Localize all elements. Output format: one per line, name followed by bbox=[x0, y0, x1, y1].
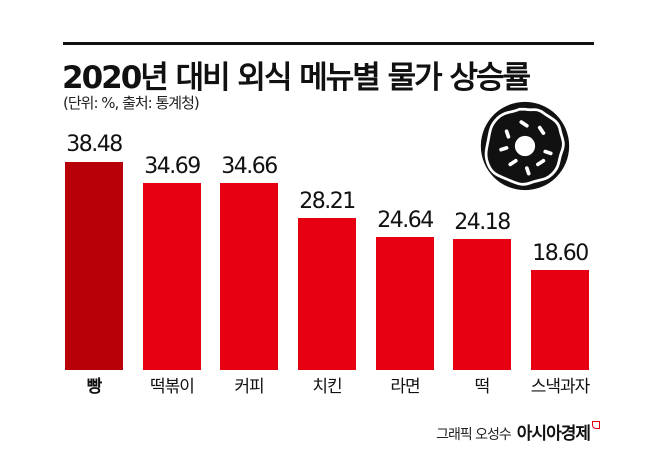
bar-tteok bbox=[453, 239, 511, 370]
donut-icon bbox=[480, 101, 570, 191]
category-label: 치킨 bbox=[312, 377, 342, 397]
category-label: 스낵과자 bbox=[530, 377, 591, 397]
value-label: 24.64 bbox=[377, 208, 434, 233]
value-label: 34.69 bbox=[144, 154, 201, 179]
value-label: 34.66 bbox=[221, 154, 278, 179]
category-label: 라면 bbox=[390, 377, 420, 397]
category-label: 떡볶이 bbox=[150, 377, 195, 397]
chart-subtitle: (단위: %, 출처: 통계청) bbox=[63, 94, 200, 112]
brand-logo-text: 아시아경제 bbox=[516, 424, 591, 444]
bar-bread bbox=[65, 162, 123, 370]
graphic-credit: 그래픽 오성수 bbox=[436, 427, 512, 443]
bar-chicken bbox=[298, 218, 356, 370]
bar-snack bbox=[531, 270, 589, 370]
brand-mark-icon bbox=[592, 421, 600, 429]
category-label: 커피 bbox=[234, 377, 264, 397]
value-label: 18.60 bbox=[532, 241, 589, 266]
bar-coffee bbox=[220, 183, 278, 370]
bar-ramen bbox=[376, 237, 434, 370]
bar-tteokbokki bbox=[143, 183, 201, 370]
value-label: 28.21 bbox=[299, 189, 356, 214]
title-rule bbox=[63, 42, 594, 45]
value-label: 38.48 bbox=[66, 132, 123, 157]
chart-title: 2020년 대비 외식 메뉴별 물가 상승률 bbox=[62, 60, 531, 96]
category-label: 떡 bbox=[474, 377, 491, 397]
credit-line: 그래픽 오성수 아시아경제 bbox=[436, 419, 600, 444]
category-label: 빵 bbox=[86, 377, 103, 397]
value-label: 24.18 bbox=[454, 210, 511, 235]
